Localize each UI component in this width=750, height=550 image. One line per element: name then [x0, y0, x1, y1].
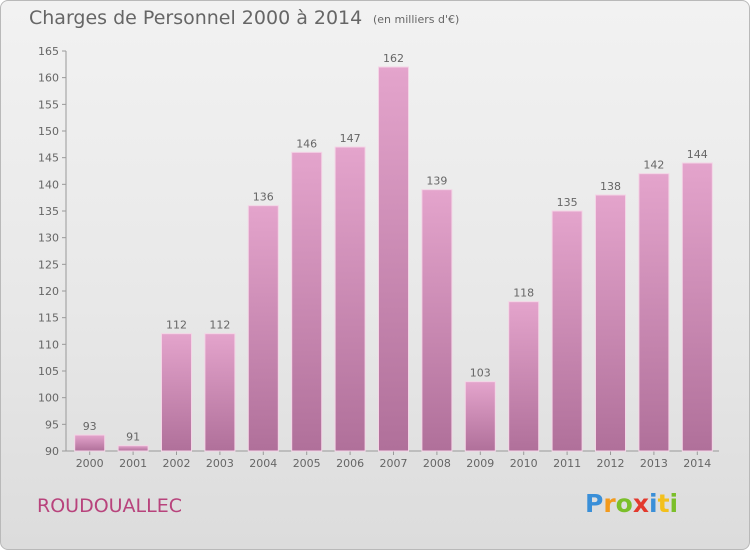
x-tick-label: 2003	[206, 457, 234, 470]
bar	[378, 66, 409, 452]
bar-value-label: 138	[600, 180, 621, 193]
y-tick-label: 130	[38, 232, 59, 245]
x-tick-label: 2006	[336, 457, 364, 470]
logo-letter: i	[649, 489, 658, 518]
x-tick-label: 2011	[553, 457, 581, 470]
bar-value-label: 136	[253, 191, 274, 204]
logo-letter: t	[657, 489, 670, 518]
bar	[551, 210, 583, 452]
y-tick-label: 110	[38, 338, 59, 351]
x-tick-label: 2010	[510, 457, 538, 470]
bar-value-label: 162	[383, 52, 404, 65]
y-tick-label: 100	[38, 392, 59, 405]
logo-letter: r	[603, 489, 616, 518]
bar-value-label: 147	[340, 132, 361, 145]
x-tick-label: 2004	[249, 457, 277, 470]
x-tick-label: 2012	[597, 457, 625, 470]
bar	[74, 434, 106, 452]
x-tick-label: 2001	[119, 457, 147, 470]
y-tick-label: 155	[38, 98, 59, 111]
bar-value-label: 139	[426, 175, 447, 188]
bar-value-label: 142	[643, 159, 664, 172]
commune-name: ROUDOUALLEC	[37, 495, 182, 517]
x-tick-label: 2013	[640, 457, 668, 470]
bar-value-label: 118	[513, 287, 534, 300]
bar-value-label: 112	[209, 319, 230, 332]
x-tick-label: 2014	[683, 457, 711, 470]
y-tick-label: 160	[38, 72, 59, 85]
bars-group: 93 91 112 112 136 146 147 162 139 103 118 135 138 142…	[74, 52, 713, 452]
bar-value-label: 103	[470, 367, 491, 380]
bar-value-label: 135	[557, 196, 578, 209]
x-axis: 2000 2001 2002 2003 2004 2005 2006 2007 2008 2009…	[66, 450, 719, 470]
y-tick-label: 135	[38, 205, 59, 218]
bar	[638, 173, 670, 452]
bar	[421, 189, 453, 452]
y-tick-label: 115	[38, 312, 59, 325]
bar-value-label: 91	[126, 431, 140, 444]
y-tick-label: 125	[38, 258, 59, 271]
y-tick-label: 120	[38, 285, 59, 298]
y-axis: 90 95 100 105 110 115 120 125 130 135 140 145 150 155…	[38, 45, 67, 458]
y-tick-label: 105	[38, 365, 59, 378]
bar	[595, 194, 626, 452]
y-tick-label: 90	[45, 445, 59, 458]
bar	[464, 381, 496, 452]
logo-letter: i	[669, 489, 679, 518]
bar	[291, 151, 323, 452]
x-tick-label: 2008	[423, 457, 451, 470]
x-tick-label: 2000	[76, 457, 104, 470]
y-tick-label: 140	[38, 178, 59, 191]
y-tick-label: 95	[45, 418, 59, 431]
bar	[681, 162, 713, 452]
chart-title: Charges de Personnel 2000 à 2014	[29, 7, 363, 29]
bar-value-label: 146	[296, 137, 317, 150]
bar	[334, 146, 366, 452]
logo-letter: o	[615, 489, 633, 518]
bar	[161, 333, 192, 452]
bar	[247, 205, 279, 452]
x-tick-label: 2007	[380, 457, 408, 470]
y-tick-label: 150	[38, 125, 59, 138]
y-tick-label: 145	[38, 152, 59, 165]
bar	[117, 445, 149, 452]
x-tick-label: 2005	[293, 457, 321, 470]
x-tick-label: 2002	[163, 457, 191, 470]
bar	[508, 301, 540, 452]
x-tick-label: 2009	[466, 457, 494, 470]
bar-value-label: 93	[83, 420, 97, 433]
proxiti-logo: Proxiti	[585, 489, 678, 518]
logo-letter: x	[632, 489, 649, 518]
bar	[204, 333, 236, 452]
bar-value-label: 144	[687, 148, 708, 161]
y-tick-label: 165	[38, 45, 59, 58]
chart-subtitle: (en milliers d'€)	[373, 13, 460, 26]
bar-value-label: 112	[166, 319, 187, 332]
logo-letter: P	[585, 489, 604, 518]
